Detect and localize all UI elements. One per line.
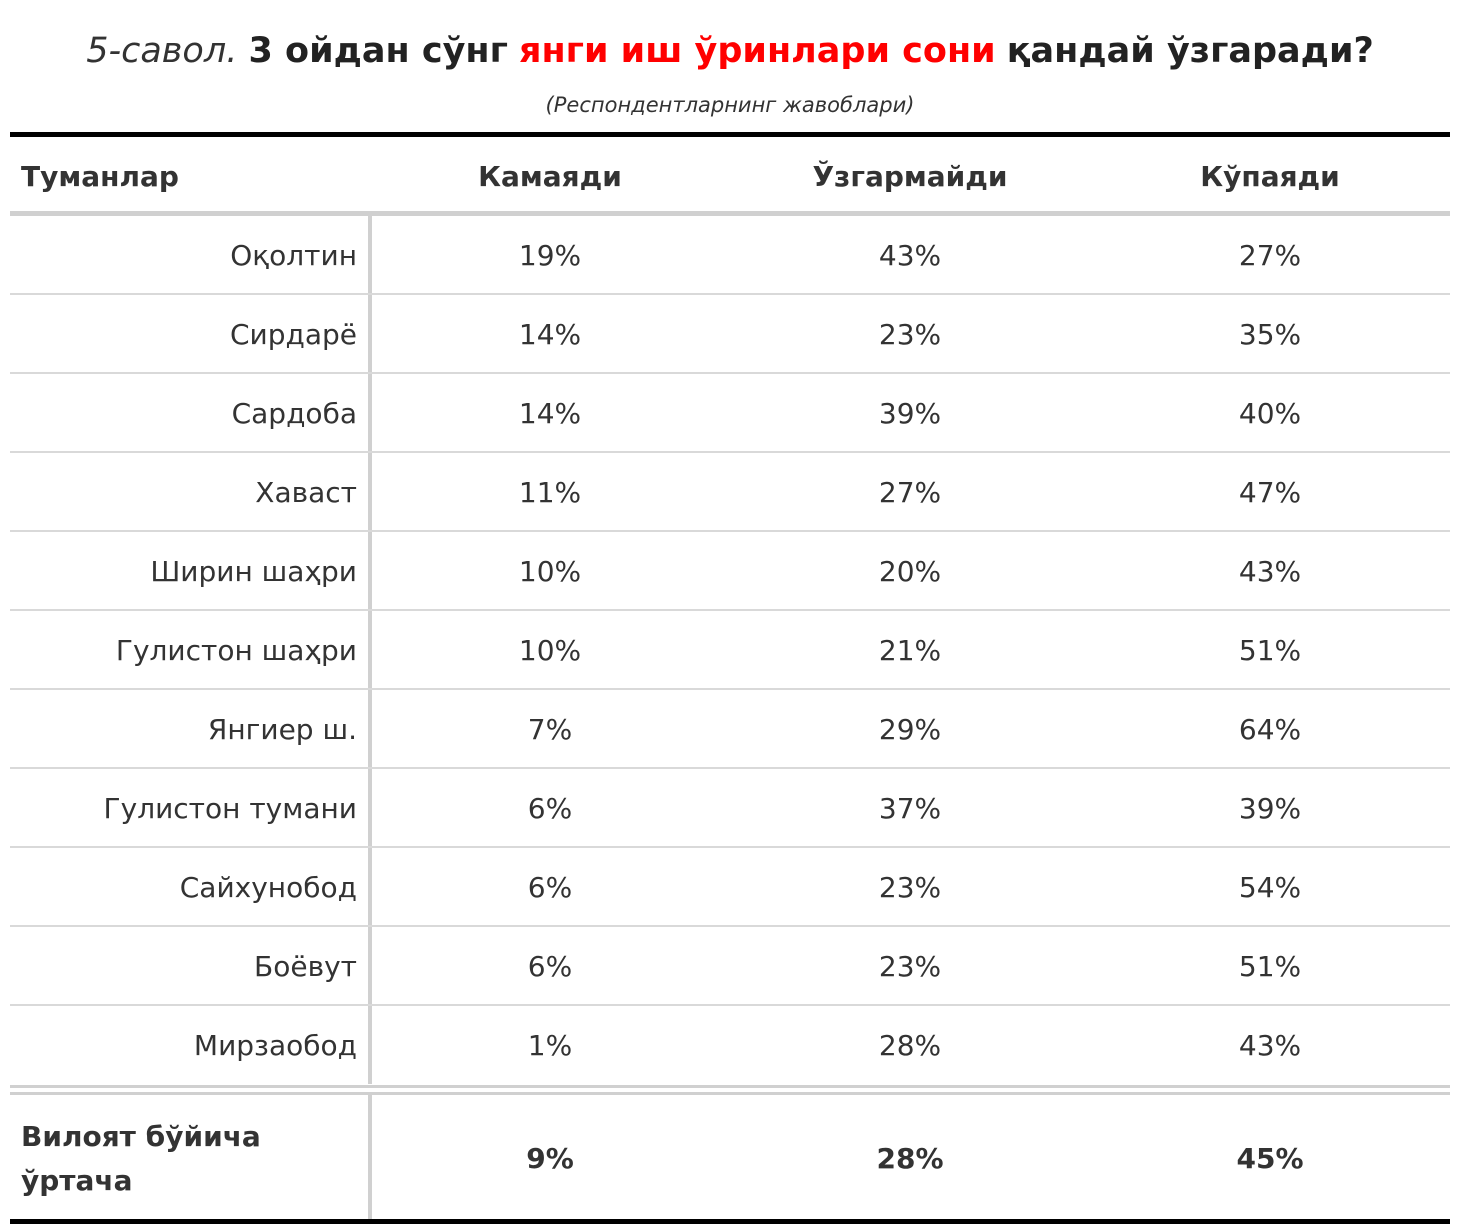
table-row: Гулистон шаҳри 10% 21% 51% [10,611,1450,690]
value-decrease: 7% [527,713,573,746]
value-increase: 54% [1238,871,1302,904]
value-decrease: 6% [527,792,573,825]
header-same: Ўзгармайди [812,160,1008,193]
value-same: 27% [878,476,942,509]
title-part-2: қандай ўзгаради? [1006,31,1374,71]
district-name: Гулистон шаҳри [115,634,357,667]
value-decrease: 1% [527,1029,573,1062]
value-same: 39% [878,397,942,430]
table-row: Янгиер ш. 7% 29% 64% [10,690,1450,769]
district-name: Мирзаобод [193,1029,357,1062]
table-header: Туманлар Камаяди Ўзгармайди Кўпаяди [10,137,1450,211]
question-number: 5-савол. [86,31,238,71]
district-name: Гулистон тумани [103,792,357,825]
header-rule [10,211,1450,216]
value-same: 21% [878,634,942,667]
table-row: Гулистон тумани 6% 37% 39% [10,769,1450,848]
district-name: Сирдарё [229,318,357,351]
value-same: 28% [878,1029,942,1062]
table-row: Ширин шаҳри 10% 20% 43% [10,532,1450,611]
table-row: Боёвут 6% 23% 51% [10,927,1450,1006]
column-divider [368,216,372,1084]
results-table: Туманлар Камаяди Ўзгармайди Кўпаяди Оқол… [10,132,1450,1224]
table-row: Сайхунобод 6% 23% 54% [10,848,1450,927]
value-same: 20% [878,555,942,588]
value-decrease: 6% [527,871,573,904]
value-same: 29% [878,713,942,746]
page-subtitle: (Респондентларнинг жавоблари) [545,93,915,117]
value-decrease: 14% [518,397,582,430]
header-decrease: Камаяди [478,160,622,193]
table-body: Оқолтин 19% 43% 27% Сирдарё 14% 23% 35% … [10,216,1450,1085]
value-decrease: 19% [518,239,582,272]
district-name: Сайхунобод [179,871,357,904]
header-districts: Туманлар [21,160,179,193]
value-decrease: 10% [518,634,582,667]
footer-double-rule [10,1085,1450,1095]
header-increase: Кўпаяди [1200,160,1340,193]
value-increase: 35% [1238,318,1302,351]
title-highlight: янги иш ўринлари сони [519,31,996,71]
column-divider [368,1095,372,1219]
value-decrease: 10% [518,555,582,588]
table-footer: Вилоят бўйича ўртача 9% 28% 45% [10,1095,1450,1219]
district-name: Сардоба [231,397,357,430]
value-same: 23% [878,871,942,904]
value-increase: 51% [1238,634,1302,667]
page-title: 5-савол. 3 ойдан сўнг янги иш ўринлари с… [0,26,1460,76]
value-same: 43% [878,239,942,272]
value-same: 23% [878,318,942,351]
district-name: Оқолтин [230,239,357,272]
table-row: Сирдарё 14% 23% 35% [10,295,1450,374]
value-decrease: 6% [527,950,573,983]
value-same: 23% [878,950,942,983]
bottom-rule [10,1219,1450,1224]
value-increase: 40% [1238,397,1302,430]
table-row: Сардоба 14% 39% 40% [10,374,1450,453]
value-increase: 64% [1238,713,1302,746]
value-same: 37% [878,792,942,825]
footer-increase: 45% [1236,1142,1304,1175]
value-increase: 47% [1238,476,1302,509]
district-name: Ширин шаҳри [150,555,357,588]
value-increase: 39% [1238,792,1302,825]
table-row: Оқолтин 19% 43% 27% [10,216,1450,295]
district-name: Хаваст [255,476,357,509]
district-name: Боёвут [254,950,357,983]
value-decrease: 11% [518,476,582,509]
top-rule [10,132,1450,137]
value-increase: 43% [1238,1029,1302,1062]
value-increase: 51% [1238,950,1302,983]
value-increase: 43% [1238,555,1302,588]
footer-same: 28% [876,1142,944,1175]
value-increase: 27% [1238,239,1302,272]
value-decrease: 14% [518,318,582,351]
footer-label: Вилоят бўйича ўртача [21,1120,261,1197]
table-row: Хаваст 11% 27% 47% [10,453,1450,532]
district-name: Янгиер ш. [207,713,357,746]
table-row: Мирзаобод 1% 28% 43% [10,1006,1450,1085]
title-part-1: 3 ойдан сўнг [248,31,508,71]
footer-decrease: 9% [526,1142,574,1175]
